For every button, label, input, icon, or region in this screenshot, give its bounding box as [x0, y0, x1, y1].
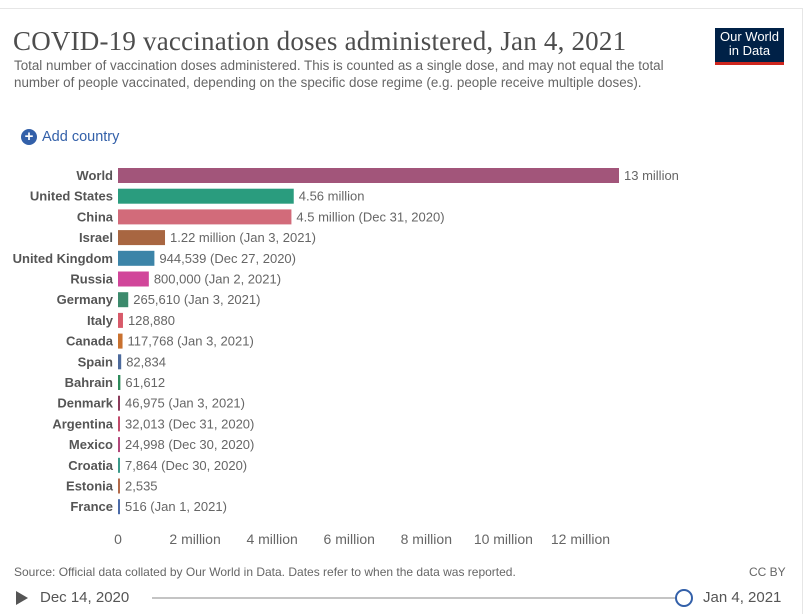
- category-label: France: [70, 499, 113, 514]
- category-label: Canada: [66, 334, 114, 349]
- bar: [118, 168, 619, 183]
- value-label: 516 (Jan 1, 2021): [125, 499, 227, 514]
- timeline-start-label: Dec 14, 2020: [40, 589, 130, 606]
- chart-title: COVID-19 vaccination doses administered,…: [13, 26, 627, 56]
- bar: [118, 209, 292, 225]
- timeline-end-label[interactable]: Jan 4, 2021: [703, 589, 782, 606]
- bar: [118, 188, 294, 204]
- category-label: Croatia: [68, 458, 114, 473]
- bar: [118, 230, 166, 246]
- bar: [118, 457, 120, 473]
- value-label: 128,880: [128, 313, 175, 328]
- timeline-track[interactable]: [152, 597, 682, 599]
- timeline: Dec 14, 2020 Jan 4, 2021: [0, 585, 804, 613]
- category-label: Spain: [78, 354, 113, 369]
- value-label: 1.22 million (Jan 3, 2021): [170, 230, 316, 245]
- bar: [118, 292, 129, 308]
- owid-logo[interactable]: Our World in Data: [715, 28, 784, 65]
- bar: [118, 416, 120, 432]
- timeline-handle[interactable]: [675, 589, 693, 607]
- category-label: United States: [30, 189, 113, 204]
- category-label: Bahrain: [65, 375, 113, 390]
- category-label: Israel: [79, 230, 113, 245]
- value-label: 13 million: [624, 168, 679, 183]
- bar: [118, 312, 123, 328]
- category-label: United Kingdom: [13, 251, 113, 266]
- value-label: 82,834: [126, 354, 166, 369]
- category-label: Germany: [57, 292, 114, 307]
- logo-line-2: in Data: [728, 43, 771, 58]
- bar: [118, 354, 122, 370]
- plus-circle-icon: +: [21, 129, 37, 145]
- bar: [118, 333, 123, 349]
- chart-subtitle: Total number of vaccination doses admini…: [14, 58, 664, 90]
- add-country-label: Add country: [42, 129, 120, 145]
- bar: [118, 271, 149, 287]
- value-label: 7,864 (Dec 30, 2020): [125, 458, 247, 473]
- bar: [118, 375, 121, 390]
- value-label: 4.56 million: [299, 189, 365, 204]
- value-label: 265,610 (Jan 3, 2021): [133, 292, 260, 307]
- value-label: 800,000 (Jan 2, 2021): [154, 272, 281, 287]
- bar: [118, 499, 120, 515]
- add-country-button[interactable]: + Add country: [21, 129, 119, 145]
- chart-frame: [0, 8, 803, 614]
- bar-chart: World 13 million United States 4.56 million…: [13, 168, 679, 547]
- x-tick-label: 12 million: [551, 531, 610, 547]
- value-label: 2,535: [125, 479, 158, 494]
- category-label: Estonia: [66, 479, 114, 494]
- x-tick-label: 2 million: [169, 531, 220, 547]
- source-note: Source: Official data collated by Our Wo…: [14, 565, 516, 579]
- category-label: World: [76, 168, 113, 183]
- category-label: Mexico: [69, 437, 113, 452]
- x-tick-label: 10 million: [474, 531, 533, 547]
- x-tick-label: 8 million: [401, 531, 452, 547]
- bar: [118, 250, 155, 266]
- value-label: 24,998 (Dec 30, 2020): [125, 437, 254, 452]
- bar: [118, 395, 120, 411]
- x-tick-label: 0: [114, 531, 122, 547]
- category-label: Argentina: [52, 416, 113, 431]
- value-label: 61,612: [125, 375, 165, 390]
- category-label: Italy: [87, 313, 114, 328]
- category-label: China: [77, 209, 114, 224]
- bar: [118, 478, 120, 494]
- bar: [118, 437, 120, 453]
- value-label: 117,768 (Jan 3, 2021): [128, 334, 254, 349]
- license-link[interactable]: CC BY: [749, 565, 786, 579]
- logo-line-1: Our World: [720, 29, 779, 44]
- category-label: Denmark: [57, 396, 113, 411]
- play-icon[interactable]: [16, 591, 28, 605]
- x-tick-label: 4 million: [246, 531, 297, 547]
- value-label: 944,539 (Dec 27, 2020): [159, 251, 296, 266]
- category-label: Russia: [70, 272, 113, 287]
- value-label: 4.5 million (Dec 31, 2020): [296, 209, 444, 224]
- value-label: 32,013 (Dec 31, 2020): [125, 416, 254, 431]
- x-tick-label: 6 million: [324, 531, 375, 547]
- value-label: 46,975 (Jan 3, 2021): [125, 396, 245, 411]
